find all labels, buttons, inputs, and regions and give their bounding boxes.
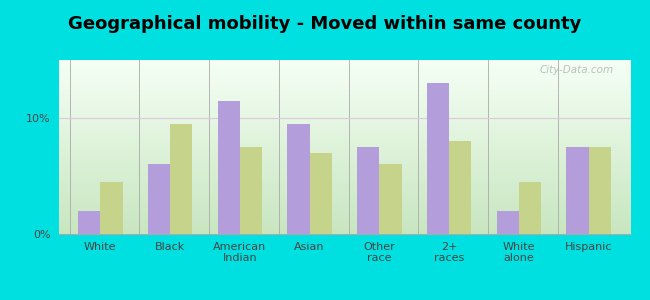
Text: Geographical mobility - Moved within same county: Geographical mobility - Moved within sam…: [68, 15, 582, 33]
Bar: [380, 164, 402, 234]
Bar: [218, 100, 240, 234]
Bar: [170, 124, 192, 234]
Bar: [519, 182, 541, 234]
Bar: [357, 147, 380, 234]
Bar: [589, 147, 611, 234]
Bar: [449, 141, 471, 234]
Bar: [100, 182, 123, 234]
Bar: [309, 153, 332, 234]
Text: City-Data.com: City-Data.com: [540, 65, 614, 75]
Bar: [566, 147, 589, 234]
Bar: [78, 211, 100, 234]
Bar: [287, 124, 309, 234]
Bar: [240, 147, 262, 234]
Bar: [497, 211, 519, 234]
Bar: [427, 83, 449, 234]
Bar: [148, 164, 170, 234]
